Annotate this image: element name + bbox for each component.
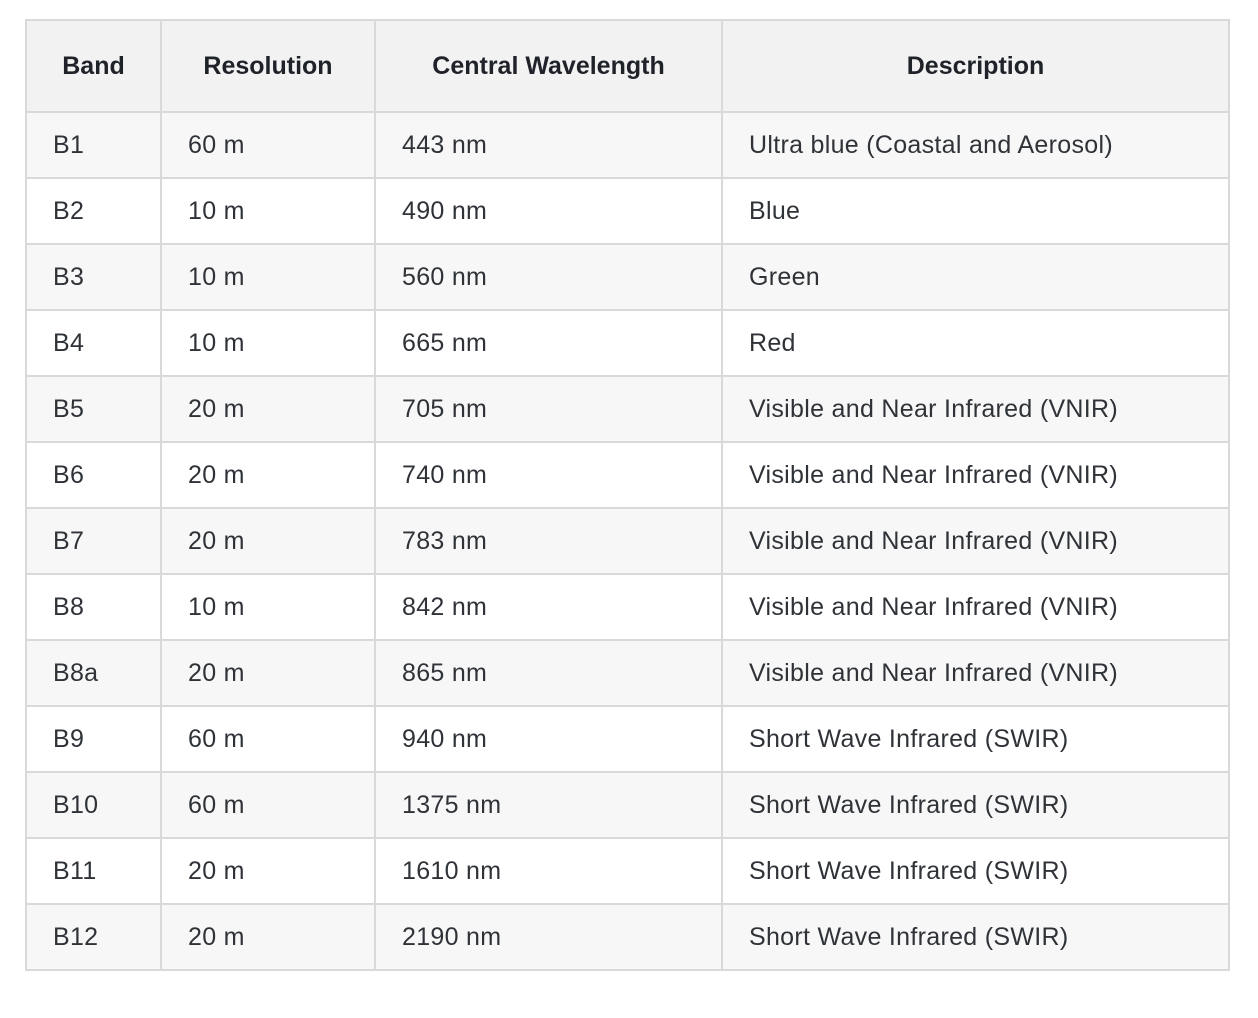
cell-description: Blue [721,177,1230,245]
cell-wavelength: 560 nm [374,243,723,311]
cell-band: B2 [25,177,162,245]
header-row: Band Resolution Central Wavelength Descr… [25,19,1230,113]
cell-band: B11 [25,837,162,905]
bands-table-container: Band Resolution Central Wavelength Descr… [25,19,1230,971]
cell-band: B10 [25,771,162,839]
cell-wavelength: 940 nm [374,705,723,773]
table-body: B1 60 m 443 nm Ultra blue (Coastal and Aero… [25,111,1230,971]
cell-wavelength: 1375 nm [374,771,723,839]
cell-band: B7 [25,507,162,575]
cell-wavelength: 2190 nm [374,903,723,971]
cell-resolution: 10 m [160,309,376,377]
table-row: B2 10 m 490 nm Blue [25,177,1230,245]
table-row: B11 20 m 1610 nm Short Wave Infrared (SWIR) [25,837,1230,905]
cell-wavelength: 443 nm [374,111,723,179]
cell-band: B8 [25,573,162,641]
header-central-wavelength: Central Wavelength [374,19,723,113]
table-row: B6 20 m 740 nm Visible and Near Infrared (V… [25,441,1230,509]
cell-resolution: 20 m [160,837,376,905]
header-band: Band [25,19,162,113]
cell-description: Visible and Near Infrared (VNIR) [721,375,1230,443]
cell-description: Visible and Near Infrared (VNIR) [721,639,1230,707]
cell-resolution: 60 m [160,771,376,839]
cell-description: Short Wave Infrared (SWIR) [721,705,1230,773]
table-row: B12 20 m 2190 nm Short Wave Infrared (SWIR) [25,903,1230,971]
cell-resolution: 60 m [160,705,376,773]
cell-description: Visible and Near Infrared (VNIR) [721,441,1230,509]
table-row: B4 10 m 665 nm Red [25,309,1230,377]
cell-wavelength: 705 nm [374,375,723,443]
cell-wavelength: 490 nm [374,177,723,245]
cell-wavelength: 783 nm [374,507,723,575]
cell-wavelength: 865 nm [374,639,723,707]
cell-resolution: 20 m [160,441,376,509]
table-row: B1 60 m 443 nm Ultra blue (Coastal and Aero… [25,111,1230,179]
cell-description: Short Wave Infrared (SWIR) [721,771,1230,839]
table-row: B10 60 m 1375 nm Short Wave Infrared (SWIR) [25,771,1230,839]
cell-resolution: 10 m [160,243,376,311]
header-resolution: Resolution [160,19,376,113]
cell-resolution: 20 m [160,639,376,707]
cell-resolution: 20 m [160,903,376,971]
cell-description: Ultra blue (Coastal and Aerosol) [721,111,1230,179]
cell-band: B9 [25,705,162,773]
cell-resolution: 10 m [160,177,376,245]
cell-description: Green [721,243,1230,311]
cell-resolution: 20 m [160,375,376,443]
cell-band: B5 [25,375,162,443]
cell-band: B12 [25,903,162,971]
table-row: B3 10 m 560 nm Green [25,243,1230,311]
cell-description: Visible and Near Infrared (VNIR) [721,507,1230,575]
table-row: B8a 20 m 865 nm Visible and Near Infrared (… [25,639,1230,707]
cell-band: B3 [25,243,162,311]
table-row: B5 20 m 705 nm Visible and Near Infrared (V… [25,375,1230,443]
cell-description: Red [721,309,1230,377]
cell-description: Visible and Near Infrared (VNIR) [721,573,1230,641]
table-header: Band Resolution Central Wavelength Descr… [25,19,1230,113]
cell-wavelength: 1610 nm [374,837,723,905]
cell-resolution: 60 m [160,111,376,179]
cell-band: B4 [25,309,162,377]
cell-band: B1 [25,111,162,179]
table-row: B9 60 m 940 nm Short Wave Infrared (SWIR) [25,705,1230,773]
cell-wavelength: 740 nm [374,441,723,509]
table-row: B7 20 m 783 nm Visible and Near Infrared (V… [25,507,1230,575]
cell-wavelength: 665 nm [374,309,723,377]
cell-resolution: 20 m [160,507,376,575]
cell-band: B6 [25,441,162,509]
header-description: Description [721,19,1230,113]
cell-wavelength: 842 nm [374,573,723,641]
cell-description: Short Wave Infrared (SWIR) [721,903,1230,971]
bands-table: Band Resolution Central Wavelength Descr… [25,19,1230,971]
cell-description: Short Wave Infrared (SWIR) [721,837,1230,905]
cell-band: B8a [25,639,162,707]
table-row: B8 10 m 842 nm Visible and Near Infrared (V… [25,573,1230,641]
cell-resolution: 10 m [160,573,376,641]
